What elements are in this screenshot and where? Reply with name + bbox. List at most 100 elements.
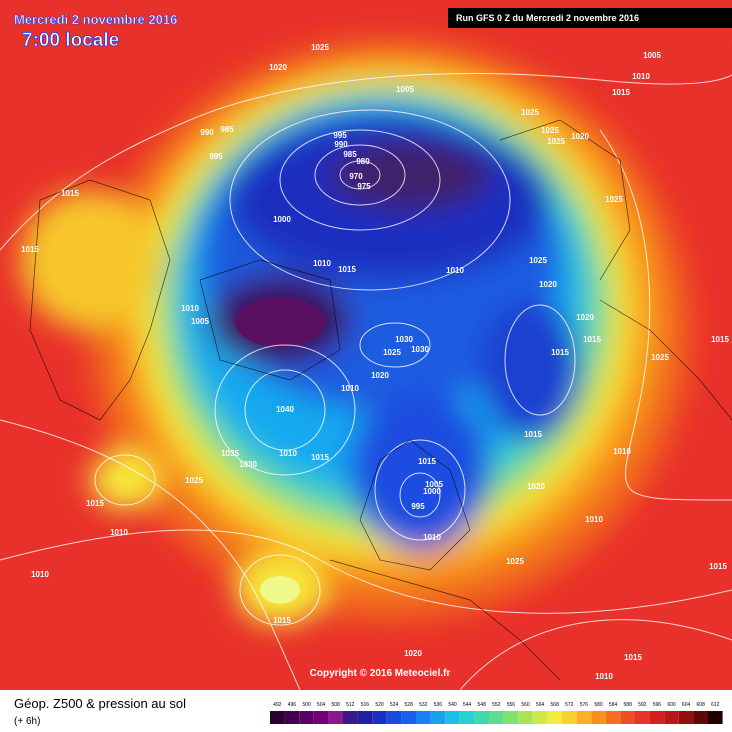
isobar-label: 1000 [423, 487, 441, 496]
scale-label: 580 [594, 702, 603, 708]
isobar-label: 1025 [311, 43, 329, 52]
scale-swatch [562, 711, 577, 724]
isobar-label: 1025 [547, 137, 565, 146]
isobar-label: 990 [200, 128, 214, 137]
isobar-label: 1005 [425, 480, 443, 489]
scale-label: 504 [317, 702, 326, 708]
isobar-label: 1025 [651, 353, 669, 362]
isobar-label: 1010 [341, 384, 359, 393]
scale-label: 600 [667, 702, 676, 708]
isobar-label: 995 [333, 131, 347, 140]
scale-label: 608 [697, 702, 706, 708]
scale-swatch [386, 711, 402, 724]
isobar-label: 1015 [551, 348, 569, 357]
scale-label: 592 [638, 702, 647, 708]
scale-swatch [693, 711, 708, 724]
scale-swatch [664, 711, 679, 724]
isobar-label: 1030 [411, 345, 429, 354]
scale-swatch [284, 711, 300, 724]
isobars [0, 40, 732, 690]
isobar-label: 1010 [423, 533, 441, 542]
scale-label: 532 [419, 702, 428, 708]
coastlines [29, 119, 732, 681]
scale-label: 500 [302, 702, 311, 708]
scale-swatch [343, 711, 358, 724]
isobar-label: 1025 [506, 557, 524, 566]
isobar-label: 1010 [446, 266, 464, 275]
isobar-label: 1015 [418, 457, 436, 466]
scale-swatch [635, 711, 650, 724]
scale-label: 584 [609, 702, 618, 708]
scale-label: 564 [536, 702, 545, 708]
scale-label: 612 [711, 702, 720, 708]
footer-title: Géop. Z500 & pression au sol [14, 696, 186, 711]
scale-swatch [678, 711, 694, 724]
scale-swatch [328, 711, 343, 724]
scale-label: 588 [624, 702, 633, 708]
isobar-label: 975 [357, 182, 371, 191]
isobar-label: 1005 [643, 51, 661, 60]
isobar-label: 1035 [221, 449, 239, 458]
scale-swatch [489, 711, 504, 724]
isobar-label: 980 [356, 157, 370, 166]
scale-swatch [313, 711, 329, 724]
scale-swatch [372, 711, 387, 724]
run-label: Run GFS 0 Z du Mercredi 2 novembre 2016 [456, 13, 639, 23]
isobar-label: 1015 [21, 245, 39, 254]
isobar-label: 1025 [383, 348, 401, 357]
scale-swatch [591, 711, 606, 724]
scale-swatch [518, 711, 533, 724]
isobar-label: 1020 [576, 313, 594, 322]
isobar-label: 1015 [612, 88, 630, 97]
isobar-label: 1015 [61, 189, 79, 198]
scale-swatch [547, 711, 562, 724]
isobar-label: 1000 [273, 215, 291, 224]
scale-label: 520 [375, 702, 384, 708]
time-label: 7:00 locale [22, 30, 119, 51]
isobar-label: 995 [411, 502, 425, 511]
isobar-label: 970 [349, 172, 363, 181]
scale-label: 604 [682, 702, 691, 708]
isobar-label: 1005 [191, 317, 209, 326]
isobar-label: 1020 [404, 649, 422, 658]
isobar-label: 1010 [595, 672, 613, 681]
date-title: Mercredi 2 novembre 2016 [14, 12, 177, 27]
scale-label: 544 [463, 702, 472, 708]
scale-swatch [576, 711, 592, 724]
isobar-label: 1010 [632, 72, 650, 81]
scale-label: 548 [478, 702, 487, 708]
scale-label: 516 [361, 702, 370, 708]
isobar-label: 1015 [273, 616, 291, 625]
scale-label: 552 [492, 702, 501, 708]
scale-swatch [708, 711, 723, 724]
isobar-label: 985 [220, 125, 234, 134]
isobar-label: 1010 [585, 515, 603, 524]
isobar-label: 1015 [624, 653, 642, 662]
scale-label: 560 [521, 702, 530, 708]
isobar-label: 1010 [613, 447, 631, 456]
isobar-label: 1025 [605, 195, 623, 204]
scale-label: 568 [551, 702, 560, 708]
isobar-label: 1030 [395, 335, 413, 344]
isobar-label: 1010 [110, 528, 128, 537]
scale-label: 556 [507, 702, 516, 708]
scale-label: 528 [405, 702, 414, 708]
scale-swatch [503, 711, 519, 724]
scale-swatch [445, 711, 460, 724]
isobar-label: 1025 [541, 126, 559, 135]
scale-label: 572 [565, 702, 574, 708]
scale-label: 512 [346, 702, 355, 708]
isobar-label: 1025 [529, 256, 547, 265]
isobar-label: 995 [209, 152, 223, 161]
scale-swatch [416, 711, 431, 724]
scale-swatch [605, 711, 621, 724]
scale-label: 492 [273, 702, 282, 708]
isobar-label: 1015 [311, 453, 329, 462]
isobar-label: 1025 [521, 108, 539, 117]
scale-label: 540 [448, 702, 457, 708]
isobar-label: 1025 [185, 476, 203, 485]
scale-swatch [474, 711, 489, 724]
isobar-label: 1015 [338, 265, 356, 274]
